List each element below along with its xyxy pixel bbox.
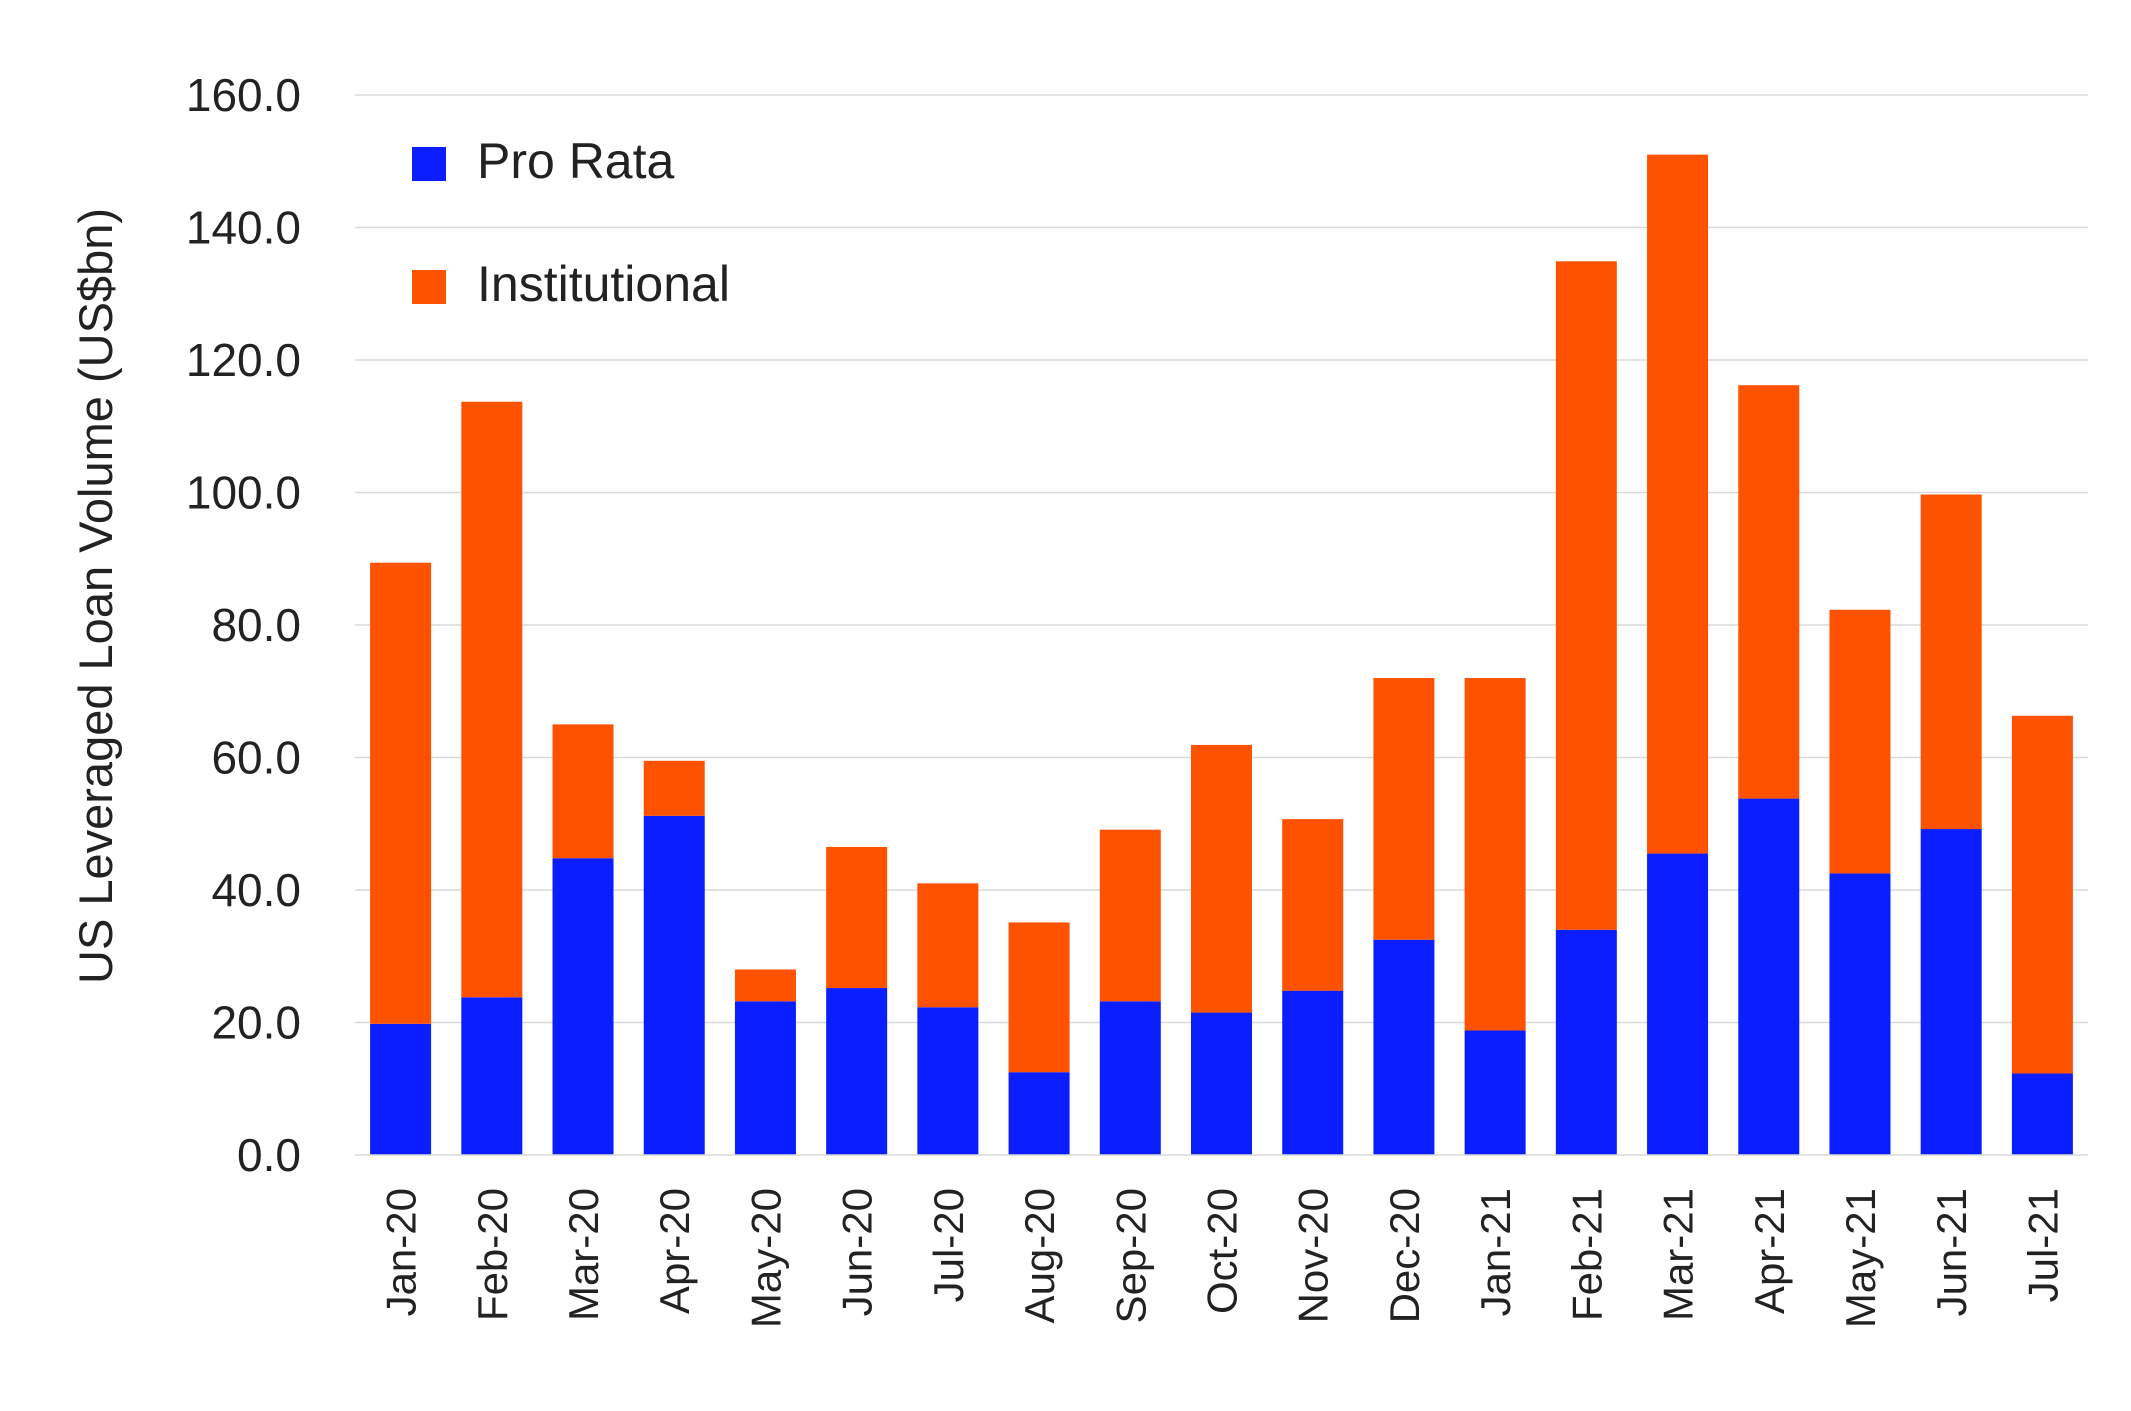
y-tick-label: 120.0 (186, 334, 301, 386)
y-tick-label: 60.0 (211, 732, 301, 784)
bar-pro-rata (734, 1001, 796, 1155)
x-tick-label: Jun-21 (1928, 1188, 1975, 1316)
bar-pro-rata (1373, 939, 1435, 1155)
legend-label-institutional: Institutional (477, 256, 730, 312)
x-tick-label: May-20 (742, 1188, 789, 1328)
legend-swatch-institutional (412, 270, 446, 304)
bar-institutional (1008, 922, 1070, 1073)
bar-pro-rata (370, 1023, 432, 1155)
bar-institutional (1464, 678, 1526, 1031)
y-tick-label: 20.0 (211, 997, 301, 1049)
bar-pro-rata (1191, 1012, 1252, 1155)
bar-pro-rata (1555, 929, 1617, 1155)
bar-pro-rata (1099, 1001, 1161, 1155)
bar-institutional (552, 724, 614, 859)
bar-pro-rata (1920, 829, 1982, 1155)
x-tick-label: Sep-20 (1107, 1188, 1154, 1323)
bar-pro-rata (461, 997, 523, 1155)
y-tick-label: 160.0 (186, 69, 301, 121)
bar-pro-rata (1464, 1030, 1526, 1155)
bar-institutional (643, 760, 705, 816)
bar-institutional (826, 846, 888, 989)
bar-institutional (1373, 678, 1435, 940)
bar-pro-rata (552, 858, 614, 1155)
bar-institutional (1555, 261, 1617, 930)
bar-pro-rata (1008, 1072, 1070, 1155)
bar-institutional (1647, 154, 1709, 854)
bar-pro-rata (826, 988, 888, 1155)
legend-swatch-pro-rata (412, 147, 446, 181)
x-tick-label: Mar-21 (1655, 1188, 1702, 1321)
bar-institutional (917, 883, 979, 1008)
bar-pro-rata (2011, 1073, 2073, 1155)
bar-pro-rata (643, 815, 705, 1155)
bars (370, 154, 2073, 1155)
y-axis-title: US Leveraged Loan Volume (US$bn) (69, 208, 122, 984)
x-tick-label: Feb-21 (1563, 1188, 1610, 1321)
bar-institutional (1829, 609, 1891, 874)
bar-institutional (1191, 744, 1252, 1013)
x-tick-label: Jul-20 (925, 1188, 972, 1302)
bar-institutional (370, 562, 432, 1024)
x-tick-label: Jan-21 (1472, 1188, 1519, 1316)
bar-institutional (1282, 819, 1344, 991)
bar-pro-rata (1647, 853, 1709, 1155)
x-tick-label: Dec-20 (1381, 1188, 1428, 1323)
y-axis-ticks: 0.0 20.0 40.0 60.0 80.0 100.0 120.0 140.0 160.0 (186, 69, 301, 1181)
bar-institutional (1738, 385, 1800, 799)
y-tick-label: 100.0 (186, 467, 301, 519)
x-tick-label: Mar-20 (560, 1188, 607, 1321)
y-tick-label: 140.0 (186, 202, 301, 254)
bar-pro-rata (1829, 873, 1891, 1155)
x-tick-label: Feb-20 (469, 1188, 516, 1321)
bar-institutional (2011, 715, 2073, 1074)
bar-pro-rata (917, 1007, 979, 1155)
x-tick-label: Aug-20 (1016, 1188, 1063, 1323)
y-tick-label: 0.0 (237, 1129, 301, 1181)
legend-label-pro-rata: Pro Rata (477, 133, 675, 189)
bar-pro-rata (1738, 798, 1800, 1155)
x-tick-label: Apr-21 (1746, 1188, 1793, 1314)
x-axis-ticks: Jan-20 Feb-20 Mar-20 Apr-20 May-20 Jun-20 Jul-… (378, 1188, 2067, 1328)
x-tick-label: Oct-20 (1199, 1188, 1246, 1314)
x-tick-label: Jun-20 (834, 1188, 881, 1316)
y-tick-label: 80.0 (211, 599, 301, 651)
bar-institutional (734, 969, 796, 1002)
bar-institutional (1099, 829, 1161, 1002)
x-tick-label: May-21 (1837, 1188, 1884, 1328)
bar-institutional (461, 401, 523, 998)
y-tick-label: 40.0 (211, 864, 301, 916)
legend: Pro Rata Institutional (412, 133, 730, 312)
x-tick-label: Jan-20 (378, 1188, 425, 1316)
bar-institutional (1920, 494, 1982, 830)
x-tick-label: Nov-20 (1290, 1188, 1337, 1323)
x-tick-label: Jul-21 (2019, 1188, 2066, 1302)
bar-pro-rata (1282, 990, 1344, 1155)
x-tick-label: Apr-20 (651, 1188, 698, 1314)
